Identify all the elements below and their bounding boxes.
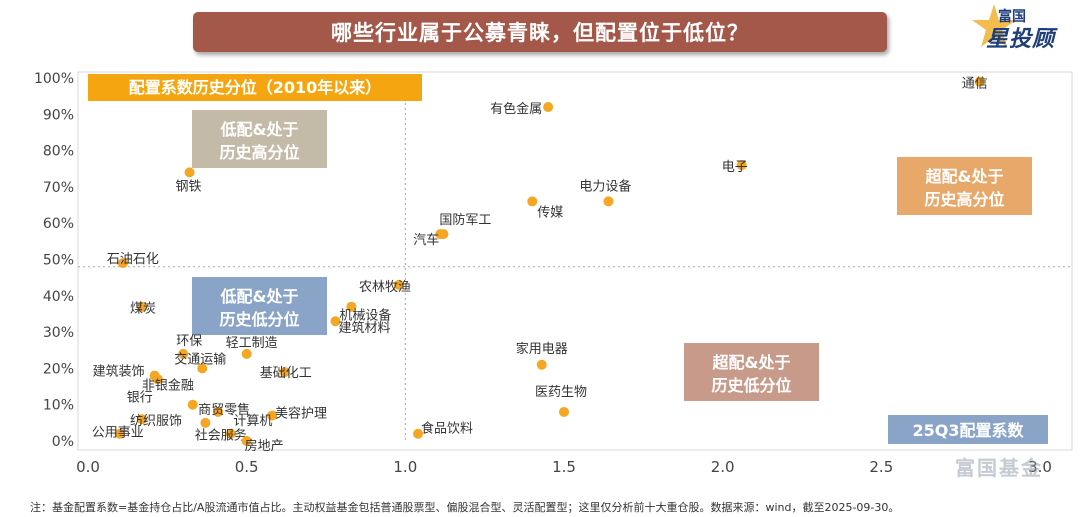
- data-label-10: 农林牧渔: [359, 280, 411, 295]
- data-point-4: [184, 167, 195, 178]
- data-label-17: 家用电器: [516, 341, 568, 357]
- data-point-29: [413, 428, 424, 439]
- y-axis-label-box: [88, 74, 422, 101]
- plot-frame: [77, 71, 1073, 451]
- data-label-23: 商贸零售: [198, 402, 250, 418]
- data-label-26: 计算机: [233, 414, 272, 429]
- watermark: 富国基金: [955, 456, 1043, 480]
- chart-title: 哪些行业属于公募青睐，但配置位于低位？: [193, 12, 887, 52]
- data-label-14: 环保: [176, 334, 202, 349]
- brand-logo: 富国 星投顾: [968, 2, 1076, 54]
- data-point-21: [187, 399, 198, 410]
- data-point-28: [225, 428, 236, 439]
- quadrant-label-top-left: 低配&处于历史高分位: [219, 120, 299, 162]
- data-point-20: [152, 374, 163, 385]
- data-point-2: [543, 102, 554, 113]
- data-point-18: [279, 367, 290, 378]
- star-icon: [972, 4, 1016, 47]
- data-point-14: [178, 348, 189, 359]
- quadrant-box-top-left: [192, 110, 327, 168]
- data-point-12: [346, 301, 357, 312]
- brand-tagline: 星投顾: [986, 27, 1056, 52]
- data-point-16: [197, 363, 208, 374]
- brand-name: 富国: [998, 9, 1026, 25]
- data-label-12: 机械设备: [339, 308, 391, 324]
- quadrant-box-bottom-right: [684, 343, 819, 401]
- y-tick-label: 40%: [43, 289, 74, 305]
- x-tick-label: 0.0: [76, 458, 100, 476]
- data-label-9: 石油石化: [107, 252, 159, 267]
- quadrant-box-bottom-left: [192, 277, 327, 335]
- y-tick-label: 20%: [43, 361, 74, 377]
- data-label-29: 食品饮料: [421, 421, 473, 437]
- data-label-8: 汽车: [413, 232, 439, 248]
- data-label-2: 有色金属: [490, 101, 542, 117]
- x-axis-label: 25Q3配置系数: [912, 421, 1024, 440]
- y-tick-label: 90%: [43, 107, 74, 123]
- x-tick-label: 1.5: [552, 458, 576, 476]
- y-tick-label: 50%: [43, 253, 74, 269]
- data-label-22: 医药生物: [535, 385, 587, 400]
- data-point-24: [267, 410, 278, 421]
- data-label-4: 钢铁: [176, 179, 202, 194]
- data-point-17: [536, 359, 547, 370]
- data-point-23: [213, 406, 224, 417]
- data-label-5: 电力设备: [579, 178, 631, 194]
- y-axis-label: 配置系数历史分位（2010年以来）: [129, 78, 382, 97]
- data-point-10: [393, 279, 404, 290]
- x-tick-label: 3.0: [1028, 458, 1052, 476]
- quadrant-label-bottom-right: 超配&处于历史低分位: [711, 353, 791, 395]
- x-tick-label: 2.0: [711, 458, 735, 476]
- data-point-6: [527, 196, 538, 207]
- data-label-28: 社会服务: [195, 428, 247, 444]
- y-tick-label: 100%: [34, 71, 74, 87]
- x-axis-label-box: [888, 415, 1048, 444]
- data-label-21: 银行: [127, 391, 153, 406]
- data-point-1: [974, 76, 985, 87]
- data-label-1: 通信: [962, 77, 988, 92]
- data-label-19: 建筑装饰: [93, 364, 145, 380]
- quadrant-box-top-right: [897, 157, 1032, 215]
- data-point-25: [136, 414, 147, 425]
- data-label-27: 公用事业: [92, 426, 144, 441]
- data-label-15: 轻工制造: [226, 336, 278, 351]
- y-tick-label: 80%: [43, 144, 74, 160]
- data-label-18: 基础化工: [260, 366, 312, 381]
- data-label-30: 房地产: [245, 438, 284, 454]
- data-label-6: 传媒: [537, 205, 563, 220]
- data-label-24: 美容护理: [275, 406, 327, 422]
- data-label-3: 电子: [722, 160, 748, 175]
- data-point-8: [435, 229, 446, 240]
- data-point-22: [559, 406, 569, 417]
- y-tick-label: 30%: [43, 325, 74, 341]
- x-tick-label: 2.5: [869, 458, 893, 476]
- y-tick-label: 70%: [43, 180, 74, 196]
- data-point-11: [136, 301, 147, 312]
- y-tick-label: 10%: [43, 398, 74, 414]
- y-tick-label: 60%: [43, 216, 74, 232]
- data-label-20: 非银金融: [142, 377, 194, 393]
- data-point-13: [330, 316, 341, 327]
- data-label-13: 建筑材料: [339, 320, 391, 336]
- quadrant-label-bottom-left: 低配&处于历史低分位: [219, 287, 299, 329]
- data-point-5: [603, 196, 614, 207]
- data-point-30: [241, 436, 252, 446]
- data-point-26: [200, 417, 211, 428]
- data-label-25: 纺织服饰: [130, 414, 182, 429]
- data-point-3: [736, 160, 747, 171]
- data-point-15: [241, 348, 252, 359]
- x-tick-label: 0.5: [235, 458, 259, 476]
- data-label-16: 交通运输: [174, 351, 226, 367]
- data-label-11: 煤炭: [130, 302, 156, 317]
- quadrant-label-top-right: 超配&处于历史高分位: [924, 167, 1004, 209]
- data-point-9: [117, 258, 128, 269]
- x-tick-label: 1.0: [393, 458, 417, 476]
- footnote: 注：基金配置系数=基金持仓占比/A股流通市值占比。主动权益基金包括普通股票型、偏…: [30, 501, 900, 514]
- data-label-7: 国防军工: [439, 212, 491, 228]
- data-point-27: [114, 428, 125, 439]
- y-tick-label: 0%: [52, 434, 74, 450]
